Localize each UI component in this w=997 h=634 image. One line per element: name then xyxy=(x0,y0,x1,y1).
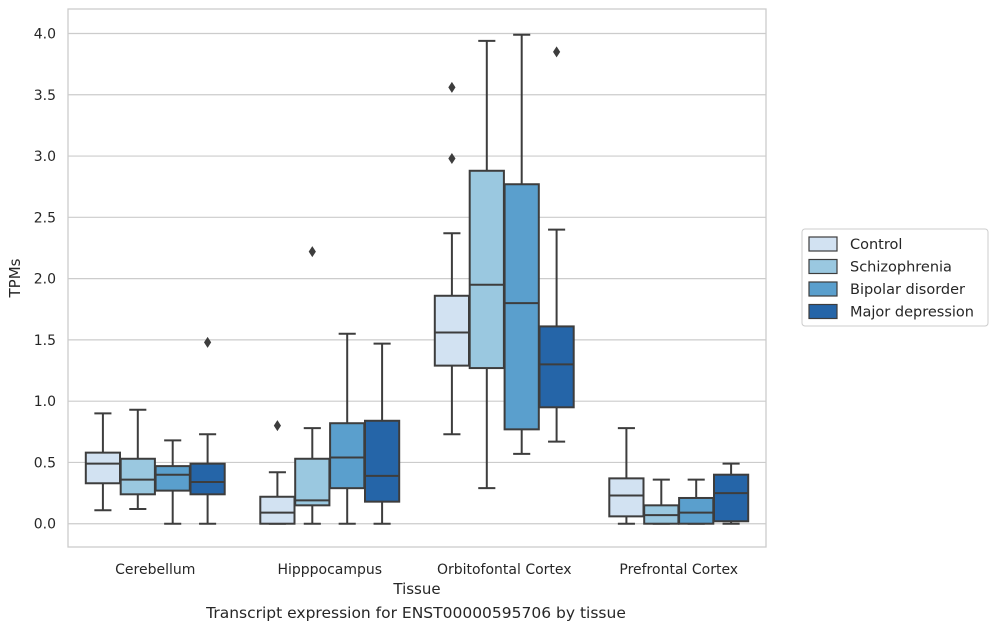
plot-area xyxy=(67,8,767,548)
y-tick-label: 2.5 xyxy=(34,210,56,226)
iqr-box xyxy=(259,495,296,525)
outlier-point xyxy=(448,153,456,165)
y-tick-label: 4.0 xyxy=(34,27,56,43)
legend-swatch xyxy=(808,236,838,252)
x-tick-label: Hipppocampus xyxy=(277,562,382,578)
iqr-box xyxy=(294,457,331,507)
box-group xyxy=(154,439,191,525)
boxes xyxy=(84,33,750,525)
y-tick-label: 3.0 xyxy=(34,149,56,165)
x-tick-label: Orbitofontal Cortex xyxy=(437,562,572,578)
box-group xyxy=(538,46,575,443)
box-group xyxy=(294,246,331,525)
y-tick-label: 0.0 xyxy=(34,517,56,533)
box-group xyxy=(363,342,401,525)
x-tick-labels: Cerebellum Hipppocampus Orbitofontal Corte… xyxy=(115,562,738,578)
box-group xyxy=(189,336,226,525)
iqr-box xyxy=(538,325,575,409)
iqr-box xyxy=(608,477,645,518)
x-tick-label: Prefrontal Cortex xyxy=(619,562,738,578)
legend-swatch xyxy=(808,281,838,297)
y-tick-label: 3.5 xyxy=(34,88,56,104)
legend: Control Schizophrenia Bipolar disorder Majo… xyxy=(801,228,989,327)
box-group xyxy=(678,478,715,525)
legend-label: Major depression xyxy=(850,305,974,321)
legend-swatch xyxy=(808,303,838,320)
iqr-box xyxy=(712,473,750,523)
iqr-box xyxy=(468,169,505,370)
iqr-box xyxy=(189,462,226,496)
y-axis-label: TPMs xyxy=(6,258,24,298)
iqr-box xyxy=(119,457,156,496)
x-tick-label: Cerebellum xyxy=(115,562,195,578)
box-group xyxy=(84,412,122,512)
iqr-box xyxy=(154,465,191,492)
y-tick-label: 1.5 xyxy=(34,333,56,349)
y-tick-labels: 0.0 0.5 1.0 1.5 2.0 2.5 3.0 3.5 4.0 xyxy=(34,27,56,533)
outlier-point xyxy=(448,81,456,93)
outlier-point xyxy=(308,246,316,258)
box-group xyxy=(712,462,750,525)
iqr-box xyxy=(503,183,540,431)
y-tick-label: 2.0 xyxy=(34,272,56,288)
figure-caption: Transcript expression for ENST0000059570… xyxy=(206,604,626,622)
iqr-box xyxy=(329,422,366,490)
box-group xyxy=(608,427,645,525)
box-group xyxy=(329,332,366,525)
y-tick-label: 0.5 xyxy=(34,455,56,471)
outlier-point xyxy=(273,420,281,432)
iqr-box xyxy=(363,419,401,503)
legend-label: Schizophrenia xyxy=(850,260,952,276)
box-group xyxy=(259,420,296,525)
legend-label: Control xyxy=(850,237,902,253)
x-axis-label: Tissue xyxy=(392,580,440,598)
box-group xyxy=(433,81,471,436)
outlier-point xyxy=(204,336,212,348)
legend-swatch xyxy=(808,258,838,275)
box-group xyxy=(503,33,540,455)
y-tick-label: 1.0 xyxy=(34,394,56,410)
legend-label: Bipolar disorder xyxy=(850,282,965,298)
legend-frame xyxy=(801,228,989,327)
iqr-box xyxy=(433,294,471,367)
outlier-point xyxy=(553,46,561,58)
iqr-box xyxy=(678,496,715,525)
iqr-box xyxy=(84,451,122,485)
box-group xyxy=(468,39,505,490)
